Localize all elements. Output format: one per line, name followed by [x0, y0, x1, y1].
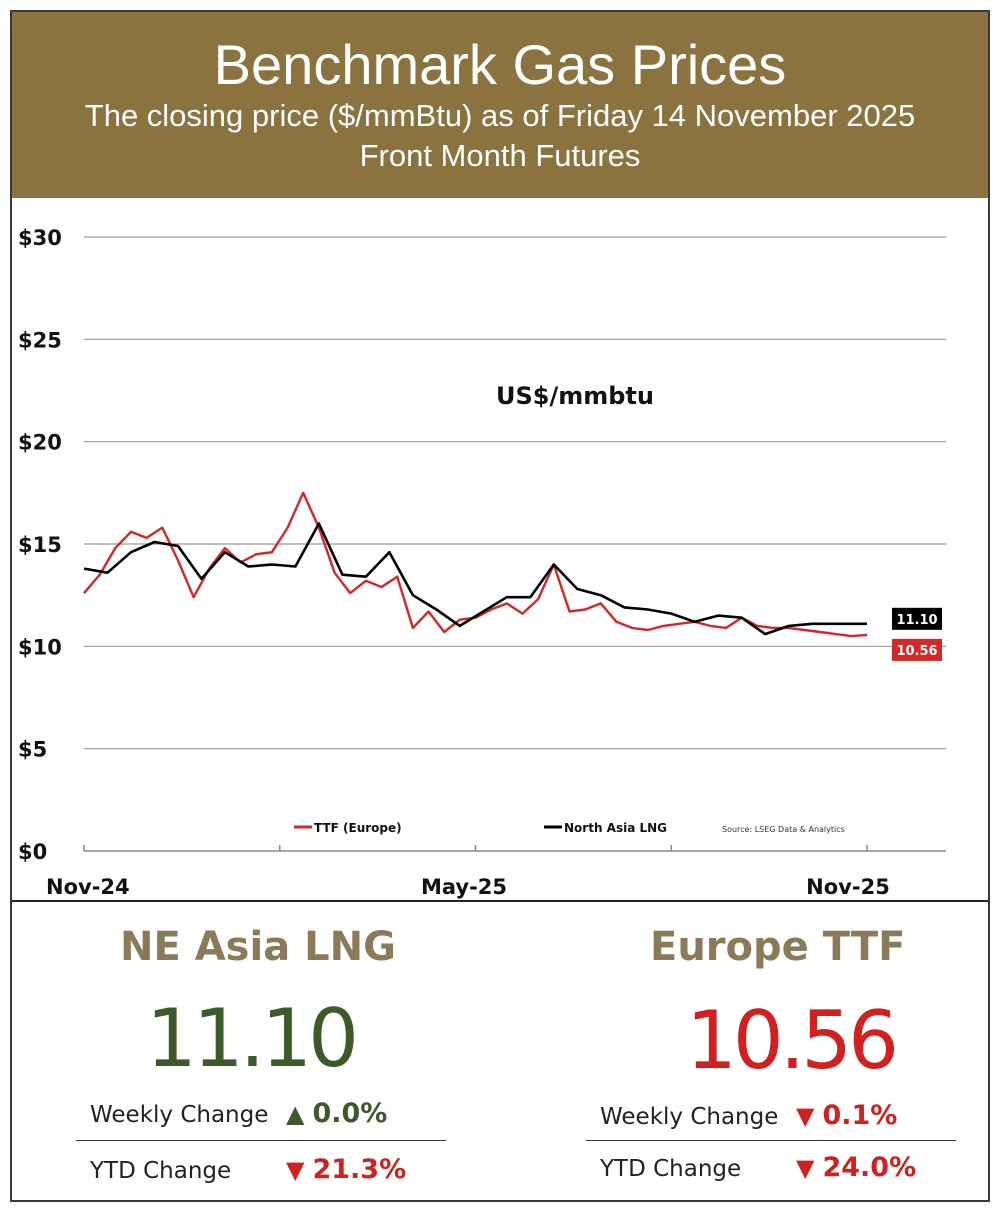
ttf-end-label-box: [892, 638, 942, 661]
weekly-change-label: Weekly Change: [90, 1102, 269, 1128]
y-tick-label: $20: [18, 431, 62, 455]
europe-ytd-change: ▼ 24.0%: [796, 1152, 916, 1183]
ytd-change-label: YTD Change: [600, 1156, 742, 1182]
ne-asia-lng-value: 11.10: [146, 992, 359, 1085]
lng-legend-label: North Asia LNG: [564, 821, 667, 835]
ne-asia-weekly-change: ▲ 0.0%: [286, 1098, 387, 1129]
x-tick-label: Nov-25: [806, 875, 890, 899]
price-chart: $30 $25 $20 $15 $10 $5 $0 Nov-24 May-25 Nov-25 US$…: [18, 226, 946, 899]
ne-asia-ytd-row: YTD Change ▼ 21.3%: [76, 1154, 446, 1190]
europe-ytd-row: YTD Change ▼ 24.0%: [586, 1152, 956, 1188]
lng-series-line: [83, 522, 867, 636]
price-chart-area: $30 $25 $20 $15 $10 $5 $0 Nov-24 May-25 Nov-25 US$…: [12, 200, 988, 900]
x-tick-label: May-25: [421, 875, 507, 899]
chart-unit-annotation: US$/mmbtu: [496, 382, 654, 410]
ne-asia-ytd-change: ▼ 21.3%: [286, 1154, 406, 1185]
x-tick-label: Nov-24: [46, 875, 130, 899]
ttf-legend-label: TTF (Europe): [314, 821, 402, 835]
europe-row-rule: [586, 1140, 956, 1141]
ttf-end-label: 10.56: [896, 644, 937, 659]
europe-weekly-value: 0.1%: [822, 1100, 898, 1131]
y-tick-label: $30: [18, 226, 62, 250]
ne-asia-weekly-row: Weekly Change ▲ 0.0%: [76, 1098, 446, 1134]
ne-asia-ytd-value: 21.3%: [312, 1154, 407, 1185]
header-banner: Benchmark Gas Prices The closing price (…: [12, 12, 988, 198]
y-tick-label: $10: [18, 635, 62, 659]
europe-ttf-value: 10.56: [686, 994, 899, 1087]
ytd-change-label: YTD Change: [90, 1158, 232, 1184]
y-tick-label: $0: [18, 840, 47, 864]
ttf-series-line: [83, 491, 868, 638]
page-subtitle-2: Front Month Futures: [359, 138, 641, 173]
page-subtitle: The closing price ($/mmBtu) as of Friday…: [84, 98, 916, 133]
lng-end-label: 11.10: [896, 613, 937, 628]
up-triangle-icon: ▲: [286, 1100, 305, 1128]
weekly-change-label: Weekly Change: [600, 1104, 779, 1130]
ne-asia-row-rule: [76, 1140, 446, 1141]
down-triangle-icon: ▼: [796, 1102, 815, 1130]
europe-ytd-value: 24.0%: [822, 1152, 917, 1183]
y-tick-label: $5: [18, 738, 47, 762]
y-tick-label: $25: [18, 328, 62, 352]
down-triangle-icon: ▼: [286, 1156, 305, 1184]
ne-asia-lng-title: NE Asia LNG: [120, 924, 396, 970]
down-triangle-icon: ▼: [796, 1154, 815, 1182]
europe-weekly-change: ▼ 0.1%: [796, 1100, 897, 1131]
source-note: Source: LSEG Data & Analytics: [722, 825, 845, 834]
europe-weekly-row: Weekly Change ▼ 0.1%: [586, 1100, 956, 1136]
lng-end-label-box: [892, 607, 942, 630]
y-tick-label: $15: [18, 533, 62, 557]
infographic-frame: Benchmark Gas Prices The closing price (…: [10, 10, 990, 1202]
section-divider: [12, 900, 988, 902]
page-title: Benchmark Gas Prices: [213, 33, 787, 96]
ne-asia-weekly-value: 0.0%: [312, 1098, 388, 1129]
europe-ttf-title: Europe TTF: [650, 924, 906, 970]
